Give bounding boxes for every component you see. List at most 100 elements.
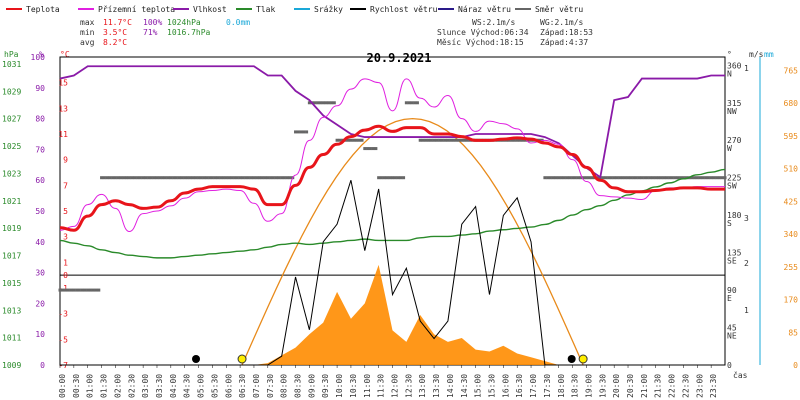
wind-dir-point <box>391 176 394 180</box>
x-tick-label: 17:30 <box>543 374 552 398</box>
wind-dir-point <box>321 101 325 105</box>
wind-dir-point <box>235 176 239 180</box>
hpa-tick-label: 1017 <box>2 252 21 261</box>
wind-dir-point <box>612 176 616 180</box>
info-moonset: Západ:4:37 <box>540 38 588 47</box>
c-tick-label: 3 <box>63 233 68 242</box>
x-tick-label: 08:00 <box>280 374 289 398</box>
wind-dir-point <box>230 176 234 180</box>
info-sunrise: Slunce Východ:06:34 <box>437 28 529 37</box>
wind-dir-point <box>626 176 630 180</box>
wind-dir-point <box>133 176 137 180</box>
dir-tick-compass: E <box>727 294 732 303</box>
pct-tick-label: 70 <box>35 145 45 154</box>
wind-dir-point <box>465 138 469 142</box>
wind-dir-point <box>432 138 436 142</box>
x-tick-label: 01:00 <box>86 374 95 398</box>
wind-dir-point <box>676 176 680 180</box>
stats-min-hum: 71% <box>143 28 158 37</box>
wind-dir-point <box>64 288 68 292</box>
wind-dir-point <box>518 138 522 142</box>
x-tick-label: 10:30 <box>349 374 358 398</box>
chart-title: 20.9.2021 <box>366 51 431 65</box>
dir-tick-compass: NE <box>727 332 737 341</box>
wind-dir-point <box>643 176 647 180</box>
wind-dir-point <box>188 176 192 180</box>
wind-dir-point <box>402 176 406 180</box>
wind-dir-point <box>58 288 62 292</box>
wind-dir-point <box>720 176 724 180</box>
wind-dir-point <box>72 288 76 292</box>
wind-dir-point <box>640 176 644 180</box>
wind-dir-point <box>280 176 284 180</box>
plot-area <box>58 65 727 366</box>
wind-dir-point <box>138 176 142 180</box>
wind-dir-point <box>127 176 131 180</box>
wind-dir-point <box>582 176 586 180</box>
pct-tick-label: 100 <box>31 53 46 62</box>
pct-tick-label: 40 <box>35 238 45 247</box>
wind-dir-point <box>100 176 104 180</box>
wind-dir-point <box>299 130 303 134</box>
wind-dir-point <box>75 288 79 292</box>
wind-dir-point <box>449 138 453 142</box>
wind-dir-point <box>269 176 273 180</box>
x-tick-label: 09:30 <box>321 374 330 398</box>
wind-dir-point <box>288 176 292 180</box>
wind-dir-point <box>318 101 322 105</box>
wind-dir-point <box>105 176 109 180</box>
wind-dir-point <box>111 176 115 180</box>
wind-dir-point <box>163 176 167 180</box>
wind-dir-point <box>83 288 87 292</box>
legend-item: Náraz větru <box>458 5 511 14</box>
wind-dir-point <box>388 176 392 180</box>
wind-dir-point <box>521 138 525 142</box>
wind-dir-point <box>418 138 422 142</box>
info-sunset: Západ:18:53 <box>540 28 593 37</box>
wind-dir-point <box>255 176 259 180</box>
wind-dir-point <box>194 176 198 180</box>
x-tick-label: 23:30 <box>709 374 718 398</box>
wind-dir-point <box>382 176 386 180</box>
wind-dir-point <box>659 176 663 180</box>
wind-dir-point <box>357 138 361 142</box>
wind-dir-point <box>443 138 447 142</box>
legend: Teplota Přízemní teplota Vlhkost Tlak Srážky… <box>6 5 583 14</box>
wind-dir-point <box>460 138 464 142</box>
hpa-tick-label: 1031 <box>2 60 21 69</box>
wind-dir-point <box>368 147 372 151</box>
wind-dir-point <box>562 176 566 180</box>
wind-dir-point <box>174 176 178 180</box>
stats-max-press: 1024hPa <box>167 18 201 27</box>
wind-dir-point <box>199 176 203 180</box>
wind-dir-point <box>258 176 261 180</box>
wind-dir-point <box>546 176 550 180</box>
ms-tick-label: 3 <box>744 214 749 223</box>
hpa-tick-label: 1015 <box>2 279 21 288</box>
stats-max-temp: 11.7°C <box>103 18 132 27</box>
wind-dir-point <box>346 138 350 142</box>
solar-tick-label: 0 <box>793 361 798 370</box>
wind-dir-point <box>568 176 572 180</box>
sunrise-marker <box>237 354 247 364</box>
wind-dir-point <box>122 176 126 180</box>
dir-tick-label: 225 <box>727 174 742 183</box>
ms-tick-label: 1 <box>744 306 749 315</box>
x-tick-label: 05:30 <box>210 374 219 398</box>
pct-tick-label: 60 <box>35 176 45 185</box>
wind-dir-point <box>604 176 608 180</box>
wind-dir-point <box>404 101 408 105</box>
x-tick-label: 15:00 <box>474 374 483 398</box>
wind-dir-point <box>712 176 716 180</box>
hpa-tick-label: 1025 <box>2 142 21 151</box>
wind-dir-point <box>327 101 331 105</box>
stats-avg-temp: 8.2°C <box>103 38 127 47</box>
wind-dir-point <box>410 101 414 105</box>
solar-tick-label: 255 <box>784 263 799 272</box>
wind-dir-point <box>543 176 547 180</box>
wind-dir-point <box>271 176 275 180</box>
dir-tick-label: 180 <box>727 211 742 220</box>
wind-dir-point <box>451 138 455 142</box>
pct-tick-label: 20 <box>35 299 45 308</box>
mm-unit: mm <box>764 50 774 59</box>
